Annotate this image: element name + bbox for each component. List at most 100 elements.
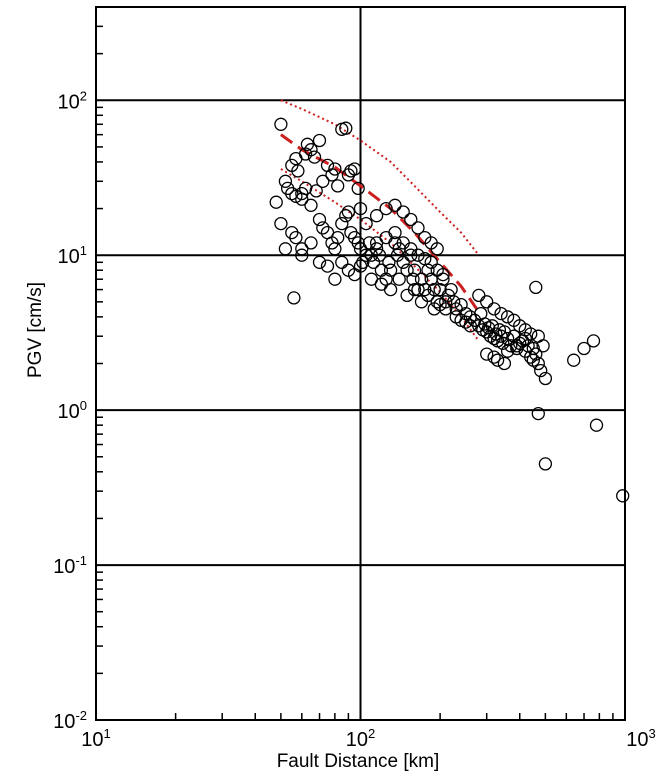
observed-point [359, 216, 373, 231]
x-tick-label-0: 101 [81, 726, 110, 751]
observed-point [316, 174, 330, 188]
observed-point [589, 418, 604, 432]
observed-point [388, 225, 402, 240]
observed-points [269, 117, 630, 503]
observed-point [269, 195, 283, 209]
observed-point [289, 189, 303, 203]
y-tick-label-3: 101 [58, 243, 87, 268]
observed-point [411, 221, 425, 235]
observed-point [325, 168, 339, 182]
observed-point [480, 295, 494, 309]
observed-point [335, 255, 349, 269]
observed-point [567, 353, 581, 367]
observed-point [472, 288, 486, 303]
observed-point [480, 347, 494, 361]
observed-point [494, 329, 508, 343]
observed-point [485, 319, 499, 333]
observed-point [379, 201, 393, 216]
observed-point [447, 295, 461, 309]
observed-point [383, 263, 398, 277]
observed-point [353, 259, 368, 273]
observed-point [407, 282, 422, 297]
observed-point [369, 242, 384, 256]
attenuation-curve-dotted-upper [280, 99, 480, 256]
observed-point [304, 236, 318, 250]
observed-point [331, 179, 345, 193]
observed-point [341, 205, 356, 219]
observed-point [538, 371, 553, 386]
observed-point [312, 255, 327, 269]
observed-point [404, 212, 418, 227]
observed-point [494, 306, 508, 321]
observed-point [497, 356, 512, 371]
y-tick-label-4: 102 [58, 88, 87, 113]
observed-point [586, 334, 601, 348]
observed-point [478, 317, 492, 331]
observed-point [278, 242, 293, 256]
observed-point [331, 230, 345, 245]
observed-point [411, 248, 425, 262]
observed-point [309, 184, 323, 198]
y-tick-label-1: 10-1 [53, 553, 87, 578]
x-tick-label-2: 103 [626, 726, 655, 751]
observed-point [487, 302, 501, 316]
observed-point [356, 255, 370, 269]
observed-point [526, 353, 540, 367]
observed-point [396, 205, 410, 219]
observed-point [320, 158, 335, 173]
observed-point [518, 331, 532, 346]
observed-point [374, 277, 389, 291]
minor-ticks [96, 25, 614, 720]
observed-point [287, 291, 301, 305]
observed-point [531, 329, 545, 343]
observed-point [459, 306, 473, 321]
observed-point [439, 302, 453, 316]
observed-point [312, 212, 327, 227]
observed-point [304, 198, 318, 212]
observed-point [372, 248, 387, 262]
observed-point [406, 272, 420, 286]
observed-point [295, 248, 309, 262]
observed-point [459, 315, 473, 329]
observed-point [307, 150, 322, 164]
observed-point [353, 201, 368, 216]
observed-point [414, 295, 429, 309]
observed-point [382, 255, 396, 269]
observed-point [304, 143, 318, 157]
observed-point [531, 406, 545, 421]
observed-point [285, 225, 299, 240]
observed-point [500, 331, 515, 346]
observed-point [295, 242, 309, 256]
observed-point [529, 280, 543, 295]
y-tick-label-0: 10-2 [53, 708, 87, 733]
y-axis-title: PGV [cm/s] [25, 282, 46, 378]
observed-point [320, 259, 335, 273]
observed-point [444, 282, 458, 297]
observed-point [362, 236, 376, 250]
observed-point [347, 162, 362, 176]
observed-point [328, 272, 342, 286]
observed-point [351, 181, 365, 196]
observed-point [291, 164, 305, 178]
observed-point [463, 319, 477, 333]
observed-point [383, 282, 398, 297]
observed-point [274, 117, 288, 131]
observed-point [616, 489, 630, 503]
observed-point [388, 198, 402, 212]
observed-point [274, 216, 288, 231]
observed-point [278, 174, 293, 188]
observed-point [289, 230, 303, 245]
observed-point [487, 350, 501, 364]
x-axis-title: Fault Distance [km] [277, 751, 440, 772]
observed-point [316, 221, 330, 235]
observed-point [312, 133, 327, 148]
observed-point [298, 181, 313, 196]
observed-point [339, 209, 353, 223]
tick-labels: 10-2 10-1 100 101 102 101 102 103 [53, 88, 656, 751]
observed-point [379, 230, 393, 245]
observed-point [577, 341, 591, 356]
observed-point [392, 272, 406, 286]
observed-point [328, 162, 342, 176]
y-tick-label-2: 100 [58, 398, 87, 423]
